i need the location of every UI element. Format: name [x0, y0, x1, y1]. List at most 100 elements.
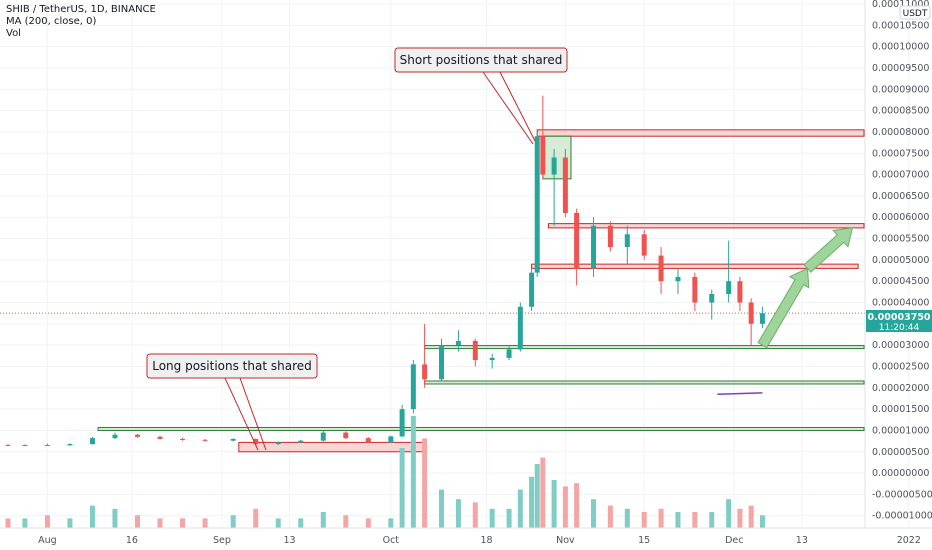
- candle-body: [641, 234, 647, 256]
- volume-bar: [574, 483, 580, 528]
- price-grid: [0, 0, 910, 528]
- volume-bar: [399, 448, 405, 528]
- price-tick-label: 0.00009000: [872, 84, 929, 95]
- chart-legend: SHIB / TetherUS, 1D, BINANCE MA (200, cl…: [6, 4, 156, 40]
- time-axis[interactable]: Aug 16 Sep 13 Oct 18 Nov 15 Dec 13 2022: [38, 535, 921, 546]
- candle-body: [343, 432, 349, 439]
- short-callout-pointer: [482, 71, 534, 145]
- volume-layer: [5, 416, 765, 528]
- price-tick-label: 0.00002000: [872, 383, 929, 394]
- candle-body: [607, 225, 613, 248]
- price-tick-label: 0.00006000: [872, 212, 929, 223]
- price-tick-label: 0.00010000: [872, 42, 929, 53]
- long-positions-callout[interactable]: Long positions that shared: [146, 353, 318, 379]
- short-positions-callout[interactable]: Short positions that shared: [394, 47, 568, 73]
- volume-bar: [506, 508, 512, 528]
- candle-body: [422, 364, 428, 380]
- volume-bar: [551, 480, 557, 528]
- candle-body: [540, 136, 546, 175]
- price-tick-label: 0.00001000: [872, 425, 929, 436]
- volume-bar: [253, 508, 259, 528]
- candle-body: [529, 272, 535, 307]
- volume-indicator-label[interactable]: Vol: [6, 28, 21, 39]
- volume-bar: [275, 518, 281, 528]
- price-tick-label: 0.00001500: [872, 404, 929, 415]
- volume-bar: [529, 476, 535, 528]
- volume-bar: [422, 438, 428, 528]
- candle-body: [624, 234, 630, 248]
- volume-bar: [607, 505, 613, 528]
- price-tick-label: 0.00002500: [872, 361, 929, 372]
- volume-bar: [180, 518, 186, 528]
- candle-body: [134, 434, 140, 437]
- time-tick-label: 13: [796, 535, 808, 546]
- resistance-zone: [547, 223, 865, 229]
- price-tick-label: 0.00003000: [872, 340, 929, 351]
- volume-bar: [737, 508, 743, 528]
- candle-body: [5, 444, 11, 446]
- candle-body: [89, 438, 95, 445]
- price-tick-label: 0.00005000: [872, 255, 929, 266]
- support-zone: [424, 345, 865, 350]
- volume-bar: [591, 499, 597, 528]
- price-tick-label: 0.00007000: [872, 170, 929, 181]
- last-price-tag: 0.00003750 11:20:44: [866, 310, 932, 333]
- candle-body: [399, 409, 405, 437]
- candle-body: [591, 225, 597, 269]
- volume-bar: [624, 508, 630, 528]
- resistance-zone: [536, 129, 865, 137]
- candle-body: [365, 438, 371, 443]
- candle-body: [455, 340, 461, 346]
- currency-badge[interactable]: USDT: [899, 5, 931, 20]
- volume-bar: [439, 489, 445, 528]
- price-tick-label: 0.00011000: [872, 0, 929, 10]
- volume-bar: [675, 512, 681, 528]
- volume-bar: [540, 457, 546, 528]
- price-tick-label: 0.00004000: [872, 298, 929, 309]
- price-tick-label: 0.00009500: [872, 63, 929, 74]
- candle-body: [551, 157, 557, 175]
- time-tick-label: Nov: [556, 535, 575, 546]
- ma-indicator-label[interactable]: MA (200, close, 0): [6, 16, 97, 27]
- candle-body: [748, 302, 754, 324]
- candle-body: [410, 364, 416, 410]
- projection-arrow-second-leg: [803, 227, 854, 273]
- price-axis[interactable]: 0.00011000 0.00010500 0.00010000 0.00009500…: [872, 0, 932, 522]
- volume-bar: [202, 518, 208, 528]
- candle-body: [726, 281, 732, 294]
- price-tick-label: 0.00008500: [872, 106, 929, 117]
- candle-body: [709, 293, 715, 303]
- candle-body: [44, 444, 50, 446]
- candle-body: [253, 438, 259, 445]
- price-tick-label: 0.00004500: [872, 276, 929, 287]
- volume-bar: [298, 518, 304, 528]
- volume-bar: [5, 518, 11, 528]
- candle-body: [489, 357, 495, 361]
- candle-body: [506, 349, 512, 358]
- currency-badge-label: USDT: [903, 9, 928, 19]
- price-tick-label: 0.00007500: [872, 148, 929, 159]
- candle-body: [230, 438, 236, 441]
- long-callout-pointer: [224, 377, 259, 451]
- volume-bar: [89, 505, 95, 528]
- candle-body: [692, 276, 698, 303]
- symbol-title[interactable]: SHIB / TetherUS, 1D, BINANCE: [6, 4, 156, 15]
- price-tick-label: 0.00000500: [872, 447, 929, 458]
- time-tick-label: Dec: [725, 535, 743, 546]
- support-zone: [97, 426, 865, 431]
- volume-bar: [726, 499, 732, 528]
- zones-layer: [97, 129, 865, 453]
- volume-bar: [410, 416, 416, 528]
- candle-body: [320, 432, 326, 441]
- long-box-zone: [238, 441, 426, 453]
- volume-bar: [365, 518, 371, 528]
- candle-body: [157, 436, 163, 439]
- volume-bar: [709, 512, 715, 528]
- candle-body: [67, 444, 73, 446]
- candles-layer: [5, 95, 765, 447]
- price-tick-label: 0.00005500: [872, 234, 929, 245]
- time-tick-label: 15: [638, 535, 650, 546]
- price-tick-label: 0.00006500: [872, 191, 929, 202]
- bar-countdown: 11:20:44: [879, 323, 920, 333]
